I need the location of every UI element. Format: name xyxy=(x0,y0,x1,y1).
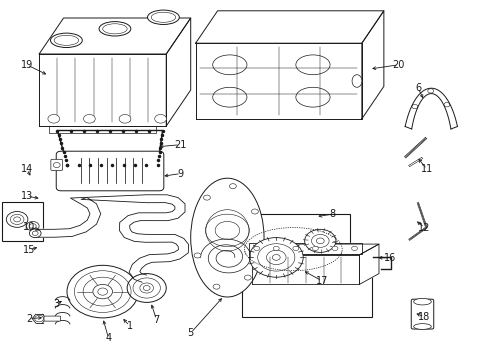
Ellipse shape xyxy=(50,33,82,48)
Ellipse shape xyxy=(99,22,131,36)
Polygon shape xyxy=(405,88,456,129)
Polygon shape xyxy=(58,131,162,165)
Circle shape xyxy=(351,246,357,251)
Circle shape xyxy=(127,274,166,302)
Text: 1: 1 xyxy=(126,321,132,331)
Bar xyxy=(244,214,349,284)
Text: 20: 20 xyxy=(391,60,404,70)
Text: 21: 21 xyxy=(173,140,186,150)
Circle shape xyxy=(6,211,28,228)
Circle shape xyxy=(244,275,251,280)
FancyBboxPatch shape xyxy=(51,159,62,171)
Text: 7: 7 xyxy=(153,315,159,325)
Circle shape xyxy=(304,229,335,252)
Text: 11: 11 xyxy=(420,164,432,174)
Text: 14: 14 xyxy=(20,164,33,174)
Text: 19: 19 xyxy=(20,60,33,70)
Ellipse shape xyxy=(190,178,264,297)
Text: 3: 3 xyxy=(53,299,59,309)
Polygon shape xyxy=(251,244,378,255)
Circle shape xyxy=(251,209,258,214)
Circle shape xyxy=(67,265,138,318)
Circle shape xyxy=(194,253,201,258)
Text: 10: 10 xyxy=(23,222,36,232)
Text: 17: 17 xyxy=(315,276,327,286)
Ellipse shape xyxy=(413,298,430,305)
Text: 2: 2 xyxy=(26,314,32,324)
Polygon shape xyxy=(195,11,383,43)
Polygon shape xyxy=(166,18,190,126)
Circle shape xyxy=(29,229,41,238)
Text: 9: 9 xyxy=(178,168,183,179)
FancyBboxPatch shape xyxy=(56,151,163,191)
Bar xyxy=(242,247,371,317)
Polygon shape xyxy=(359,244,378,284)
Polygon shape xyxy=(35,195,188,282)
FancyBboxPatch shape xyxy=(44,316,61,321)
Circle shape xyxy=(26,221,39,231)
Polygon shape xyxy=(39,18,190,54)
Text: 4: 4 xyxy=(105,333,111,343)
Circle shape xyxy=(273,246,279,251)
Polygon shape xyxy=(361,11,383,119)
Circle shape xyxy=(253,246,259,251)
Polygon shape xyxy=(195,43,361,119)
FancyBboxPatch shape xyxy=(410,299,433,329)
Circle shape xyxy=(83,114,95,123)
Circle shape xyxy=(154,114,166,123)
Polygon shape xyxy=(251,255,359,284)
Polygon shape xyxy=(249,243,361,254)
Ellipse shape xyxy=(351,75,361,87)
Circle shape xyxy=(312,246,318,251)
Circle shape xyxy=(292,246,298,251)
Circle shape xyxy=(119,114,131,123)
Circle shape xyxy=(213,284,220,289)
Polygon shape xyxy=(49,126,156,133)
Circle shape xyxy=(203,195,210,200)
Text: 12: 12 xyxy=(417,222,430,233)
Text: 15: 15 xyxy=(23,245,36,255)
Circle shape xyxy=(229,184,236,189)
Bar xyxy=(2,202,42,241)
Ellipse shape xyxy=(147,10,179,24)
Text: 6: 6 xyxy=(414,83,420,93)
Circle shape xyxy=(249,238,303,277)
Circle shape xyxy=(331,246,337,251)
Text: 16: 16 xyxy=(383,253,396,263)
Text: 5: 5 xyxy=(187,328,193,338)
Circle shape xyxy=(48,114,60,123)
Polygon shape xyxy=(39,54,166,126)
Text: 18: 18 xyxy=(417,312,430,322)
Ellipse shape xyxy=(413,324,430,329)
Text: 13: 13 xyxy=(20,191,33,201)
Text: 8: 8 xyxy=(329,209,335,219)
